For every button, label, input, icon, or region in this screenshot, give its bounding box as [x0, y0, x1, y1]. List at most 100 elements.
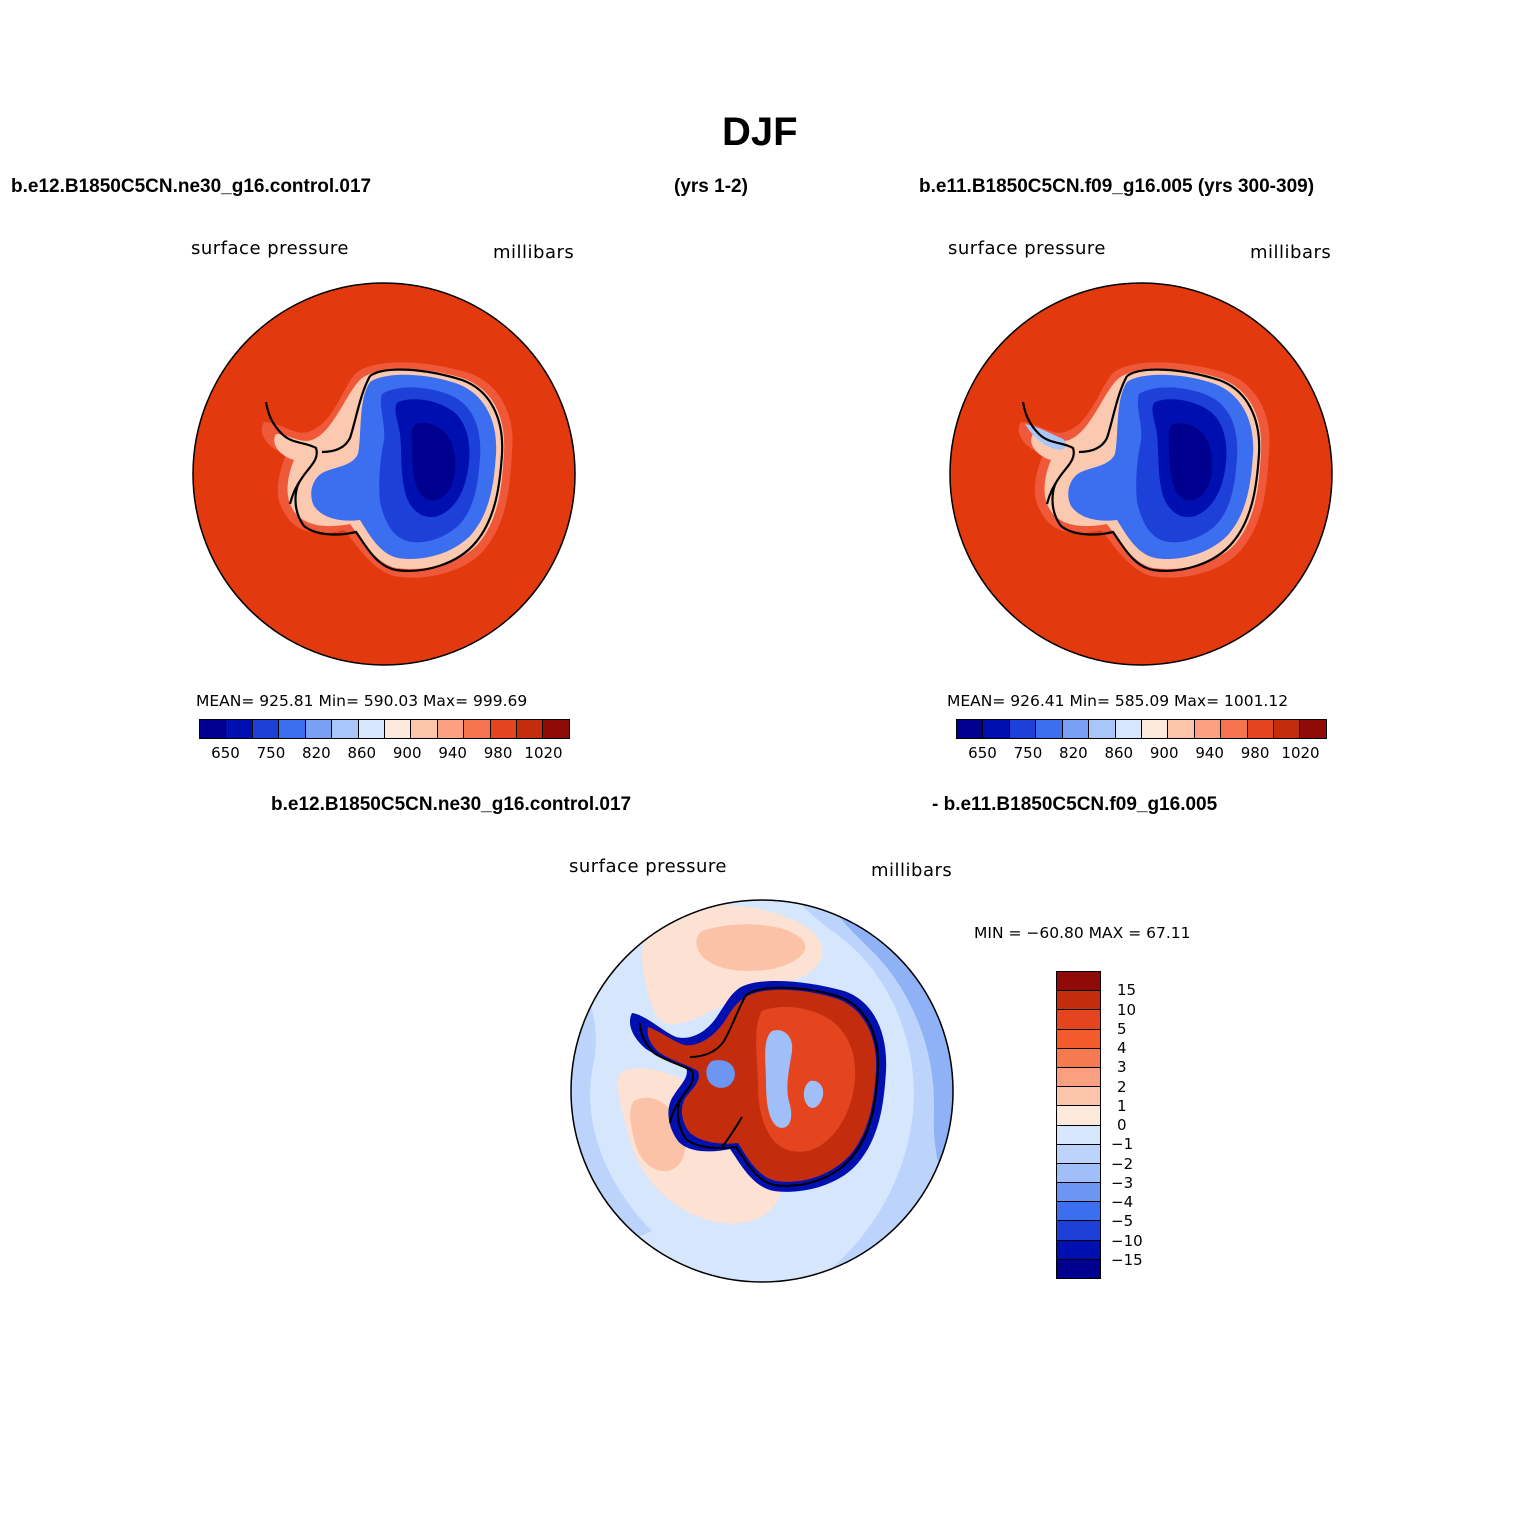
colorbar-tick-label: 650	[968, 744, 997, 762]
colorbar-swatch	[1057, 1183, 1100, 1203]
colorbar-swatch	[1247, 720, 1275, 738]
colorbar-swatch	[957, 720, 984, 738]
colorbar-tick-label: −5	[1111, 1212, 1134, 1231]
panel1-map	[192, 282, 576, 666]
diff-variable-label: surface pressure	[569, 856, 727, 877]
colorbar-tick-label: −15	[1111, 1250, 1143, 1269]
panel1-units-label: millibars	[493, 242, 575, 263]
panel2-colorbar	[956, 719, 1327, 739]
colorbar-tick-label: 10	[1117, 1000, 1137, 1019]
colorbar-swatch	[1057, 1259, 1100, 1278]
colorbar-tick-label: 3	[1117, 1058, 1127, 1077]
colorbar-swatch	[1115, 720, 1142, 738]
diff-pos-north2	[696, 924, 806, 971]
colorbar-tick-label: 820	[1059, 744, 1088, 762]
colorbar-swatch	[1057, 991, 1100, 1011]
colorbar-tick-label: 2	[1117, 1077, 1127, 1096]
colorbar-tick-label: 900	[392, 744, 422, 762]
panel1-colorbar	[199, 719, 570, 739]
colorbar-swatch	[464, 720, 491, 738]
colorbar-swatch	[1062, 720, 1090, 738]
colorbar-swatch	[1194, 720, 1222, 738]
colorbar-swatch	[1089, 720, 1116, 738]
colorbar-tick-label: 650	[211, 744, 240, 762]
diff-interior-blue	[765, 1030, 824, 1128]
panel2-units-label: millibars	[1250, 242, 1332, 263]
colorbar-tick-label: 750	[256, 744, 286, 762]
colorbar-swatch	[1057, 1144, 1100, 1164]
colorbar-swatch	[252, 720, 280, 738]
colorbar-tick-label: 5	[1117, 1019, 1127, 1038]
colorbar-swatch	[517, 720, 544, 738]
colorbar-swatch	[1057, 1106, 1100, 1126]
colorbar-swatch	[305, 720, 333, 738]
panel1-colorbar-ticks: 650 750 820 860 900 940 980 1020	[199, 744, 570, 764]
colorbar-swatch	[1057, 1163, 1100, 1184]
colorbar-tick-label: −1	[1111, 1135, 1134, 1154]
colorbar-swatch	[1300, 720, 1326, 738]
colorbar-tick-label: 940	[438, 744, 467, 762]
panel1-stats: MEAN= 925.81 Min= 590.03 Max= 999.69	[196, 692, 528, 710]
panel1-variable-label: surface pressure	[191, 238, 349, 259]
diff-map	[570, 899, 954, 1283]
colorbar-swatch	[1057, 1048, 1100, 1068]
diff-units-label: millibars	[871, 860, 953, 881]
colorbar-tick-label: 900	[1149, 744, 1179, 762]
colorbar-swatch	[1009, 720, 1037, 738]
colorbar-swatch	[1168, 720, 1195, 738]
colorbar-tick-label: −3	[1111, 1173, 1134, 1192]
low4	[1168, 422, 1213, 501]
diff-colorbar-ticks: 15 10 5 4 3 2 1 0 −1 −2 −3 −4 −5 −10 −15	[1111, 971, 1171, 1279]
colorbar-tick-label: 820	[302, 744, 331, 762]
diff-stats: MIN = −60.80 MAX = 67.11	[974, 924, 1191, 942]
colorbar-swatch	[1057, 1010, 1100, 1030]
colorbar-tick-label: −2	[1111, 1154, 1134, 1173]
colorbar-swatch	[200, 720, 227, 738]
colorbar-tick-label: 0	[1117, 1116, 1127, 1134]
colorbar-swatch	[1141, 720, 1169, 738]
colorbar-swatch	[332, 720, 359, 738]
colorbar-swatch	[1221, 720, 1248, 738]
colorbar-tick-label: −4	[1111, 1193, 1134, 1211]
colorbar-swatch	[1036, 720, 1063, 738]
panel2-variable-label: surface pressure	[948, 238, 1106, 259]
colorbar-swatch	[1057, 1240, 1100, 1260]
coastline	[1021, 368, 1261, 572]
case-a-header: b.e12.B1850C5CN.ne30_g16.control.017	[11, 176, 372, 197]
diff-right-header: - b.e11.B1850C5CN.f09_g16.005	[932, 794, 1218, 815]
colorbar-tick-label: −10	[1111, 1231, 1143, 1250]
colorbar-tick-label: 1020	[1281, 744, 1320, 762]
colorbar-swatch	[1057, 1125, 1100, 1145]
colorbar-swatch	[279, 720, 306, 738]
colorbar-tick-label: 860	[347, 744, 377, 762]
colorbar-swatch	[1057, 1087, 1100, 1107]
diff-left-header: b.e12.B1850C5CN.ne30_g16.control.017	[271, 794, 632, 815]
panel2-map	[949, 282, 1333, 666]
case-b-header: b.e11.B1850C5CN.f09_g16.005 (yrs 300-309…	[919, 176, 1315, 197]
colorbar-tick-label: 980	[1240, 744, 1270, 762]
colorbar-swatch	[1057, 1221, 1100, 1241]
colorbar-swatch	[226, 720, 253, 738]
coastline	[264, 368, 504, 572]
colorbar-tick-label: 750	[1013, 744, 1043, 762]
panel2-colorbar-ticks: 650 750 820 860 900 940 980 1020	[956, 744, 1327, 764]
page-title: DJF	[722, 110, 798, 154]
colorbar-swatch	[490, 720, 518, 738]
colorbar-tick-label: 980	[483, 744, 513, 762]
colorbar-swatch	[437, 720, 465, 738]
colorbar-tick-label: 860	[1104, 744, 1134, 762]
colorbar-tick-label: 1020	[524, 744, 563, 762]
colorbar-tick-label: 1	[1117, 1096, 1127, 1115]
diff-interior-blue2	[706, 1060, 735, 1088]
colorbar-tick-label: 15	[1117, 981, 1137, 1000]
low4	[411, 422, 456, 501]
colorbar-swatch	[1057, 1202, 1100, 1222]
colorbar-swatch	[411, 720, 438, 738]
colorbar-tick-label: 4	[1117, 1039, 1127, 1057]
colorbar-tick-label: 940	[1195, 744, 1224, 762]
colorbar-swatch	[384, 720, 412, 738]
colorbar-swatch	[543, 720, 569, 738]
colorbar-swatch	[358, 720, 385, 738]
diff-colorbar	[1056, 971, 1101, 1279]
diff-coastline	[639, 986, 880, 1187]
